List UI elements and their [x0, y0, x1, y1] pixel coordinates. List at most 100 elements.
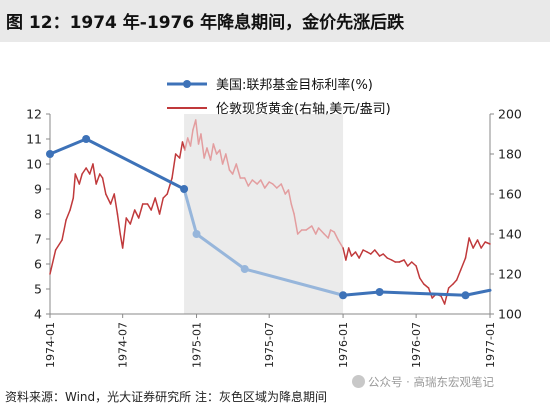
gold-price-segment: [219, 149, 224, 165]
y-right-tick-label: 120: [498, 267, 522, 282]
gold-price-segment: [342, 247, 347, 261]
gold-price-segment: [65, 209, 71, 221]
wechat-icon: [352, 375, 365, 388]
gold-price-segment: [92, 163, 97, 185]
gold-price-segment: [403, 259, 409, 267]
y-left-tick-label: 10: [26, 157, 42, 172]
gold-price-segment: [95, 173, 101, 185]
gold-price-segment: [264, 181, 270, 189]
x-tick-label: 1974-07: [117, 322, 130, 368]
gold-price-segment: [272, 183, 278, 189]
fed-rate-point: [339, 291, 348, 300]
y-right-tick-label: 100: [498, 307, 522, 322]
fed-rate-point: [82, 135, 91, 143]
gold-price-segment: [296, 229, 303, 235]
gold-price-segment: [137, 203, 144, 219]
gold-price-segment: [415, 265, 421, 279]
gold-price-segment: [166, 177, 173, 195]
gold-price-segment: [333, 231, 339, 241]
shaded-rate-cut-period: [184, 114, 344, 314]
y-left-tick-label: 12: [26, 107, 42, 122]
y-left-tick-label: 11: [26, 132, 42, 147]
y-left-tick-label: 8: [34, 207, 42, 222]
y-right-tick-label: 140: [498, 227, 522, 242]
gold-price-segment: [358, 249, 364, 259]
y-right-tick-label: 180: [498, 147, 522, 162]
gold-price-segment: [158, 197, 164, 215]
gold-price-segment: [323, 233, 329, 239]
gold-price-segment: [468, 237, 474, 249]
gold-price-segment: [113, 193, 119, 215]
gold-price-segment: [174, 153, 181, 159]
gold-price-segment: [337, 239, 344, 249]
gold-price-segment: [146, 203, 152, 211]
gold-price-segment: [374, 249, 381, 257]
gold-price-segment: [221, 153, 227, 165]
gold-price-segment: [212, 143, 218, 155]
chart-svg: 4 5 6 7 8 9 10 11 12 100 120 140 160 180 200 1974-01 197…: [26, 77, 522, 368]
gold-price-segment: [154, 197, 161, 215]
gold-price-segment: [105, 193, 112, 205]
gold-price-segment: [116, 213, 122, 235]
gold-price-segment: [235, 163, 242, 179]
gold-price-segment: [370, 249, 376, 255]
gold-price-segment: [410, 261, 417, 267]
gold-price-segment: [81, 167, 87, 175]
legend-fed-marker: [183, 80, 191, 88]
gold-price-segment: [200, 133, 205, 159]
x-tick-label: 1975-01: [191, 322, 204, 368]
fed-rate-point: [192, 230, 201, 238]
gold-price-segment: [345, 247, 350, 261]
fed-rate-segment: [182, 187, 199, 236]
x-tick-label: 1974-01: [44, 322, 57, 368]
gold-price-segment: [72, 173, 77, 199]
gold-price-segment: [133, 209, 140, 219]
gold-price-segment: [476, 239, 482, 249]
y-right-tick-label: 200: [498, 107, 522, 122]
fed-rate-point: [461, 291, 470, 300]
gold-price-segment: [472, 239, 479, 249]
gold-price-segment: [225, 153, 231, 171]
gold-price-segment: [251, 179, 258, 185]
gold-price-segment: [184, 137, 189, 151]
y-left-tick-label: 6: [34, 257, 42, 272]
source-note: 资料来源：Wind，光大证券研究所 注：灰色区域为降息期间: [5, 390, 327, 404]
chart-area: 4 5 6 7 8 9 10 11 12 100 120 140 160 180 200 1974-01 197…: [0, 46, 550, 384]
gold-price-segment: [243, 177, 250, 187]
gold-price-segment: [305, 225, 313, 231]
gold-price-segment: [150, 197, 156, 211]
gold-price-segment: [231, 163, 238, 175]
gold-price-segment: [398, 259, 405, 263]
gold-price-segment: [88, 163, 94, 175]
gold-price-segment: [347, 247, 353, 257]
gold-price-segment: [290, 203, 295, 215]
fed-rate-point: [375, 288, 384, 296]
fed-rate-segment: [378, 290, 468, 297]
gold-price-segment: [162, 193, 168, 199]
gold-price-segment: [280, 183, 287, 195]
gold-price-segment: [311, 225, 317, 235]
y-left-tick-label: 7: [34, 232, 42, 247]
gold-price-segment: [109, 193, 115, 205]
legend-fed-label: 美国:联邦基金目标利率(%): [216, 77, 373, 93]
gold-price-segment: [74, 173, 81, 185]
fed-rate-segment: [84, 137, 186, 191]
gold-price-segment: [287, 189, 293, 205]
fed-rate-point: [46, 150, 54, 158]
gold-price-segment: [354, 251, 360, 259]
gold-price-segment: [317, 227, 325, 235]
gold-price-segment: [189, 129, 194, 147]
gold-price-segment: [386, 257, 393, 261]
gold-price-segment: [99, 173, 104, 179]
gold-price-segment: [209, 143, 215, 161]
x-tick-label: 1975-07: [263, 322, 276, 368]
gold-price-segment: [129, 209, 136, 225]
gold-price-segment: [455, 269, 462, 281]
gold-price-segment: [178, 141, 184, 159]
fed-rate-segment: [243, 267, 345, 297]
x-tick-label: 1977-01: [484, 322, 497, 368]
gold-price-segment: [480, 241, 486, 249]
gold-price-segment: [54, 239, 63, 251]
gold-price-segment: [194, 119, 200, 145]
y-left-tick-label: 9: [34, 182, 42, 197]
